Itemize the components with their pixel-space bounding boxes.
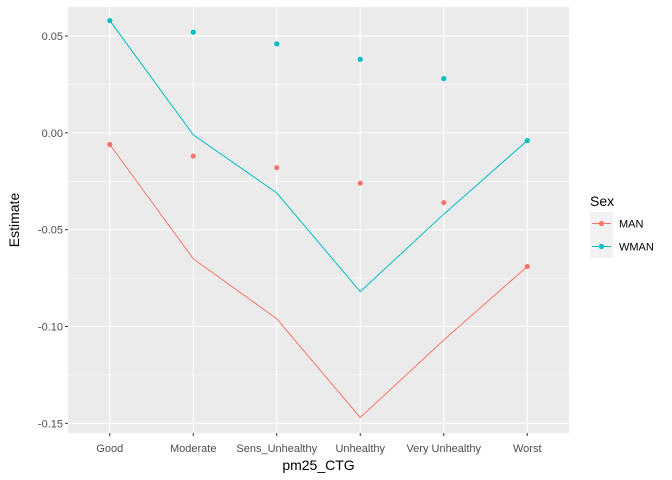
data-point-wman (190, 29, 196, 35)
data-point-man (190, 153, 196, 159)
y-tick-label: 0.05 (42, 31, 63, 43)
x-tick-label: Very Unhealthy (406, 443, 481, 455)
x-axis-title: pm25_CTG (282, 457, 354, 473)
x-tick-label: Sens_Unhealthy (236, 443, 317, 455)
series-line-wman (109, 20, 528, 293)
series-line-man (109, 144, 528, 419)
y-axis-title: Estimate (6, 193, 22, 248)
data-point-wman (441, 76, 447, 82)
x-tick-label: Moderate (170, 443, 216, 455)
x-tick-label: Unhealthy (335, 443, 385, 455)
data-point-wman (357, 56, 363, 62)
legend: Sex MAN WMAN (590, 193, 654, 258)
legend-label-wman: WMAN (619, 242, 654, 254)
x-tick-label: Worst (513, 443, 542, 455)
data-point-man (107, 141, 113, 148)
y-tick-label: -0.05 (38, 225, 63, 237)
y-tick-label: -0.10 (38, 322, 63, 334)
x-axis: Good Moderate Sens_Unhealthy Unhealthy Very … (96, 433, 542, 455)
legend-key-point (598, 220, 605, 227)
data-point-wman (107, 17, 113, 24)
legend-label-man: MAN (619, 219, 644, 231)
legend-title: Sex (590, 193, 614, 209)
data-point-man (357, 180, 363, 186)
y-tick-label: -0.15 (38, 418, 63, 430)
data-point-wman (524, 138, 530, 144)
y-tick-label: 0.00 (42, 128, 63, 140)
y-axis: 0.05 0.00 -0.05 -0.10 -0.15 (38, 31, 68, 430)
x-tick-label: Good (96, 443, 123, 455)
data-point-wman (274, 41, 280, 47)
data-point-man (524, 263, 530, 270)
data-point-man (441, 199, 447, 206)
series-lines (109, 20, 528, 419)
data-point-man (274, 165, 280, 171)
legend-key-point (598, 243, 605, 250)
plot-panel (68, 7, 569, 433)
series-points (107, 17, 530, 270)
grid-lines (68, 7, 569, 433)
